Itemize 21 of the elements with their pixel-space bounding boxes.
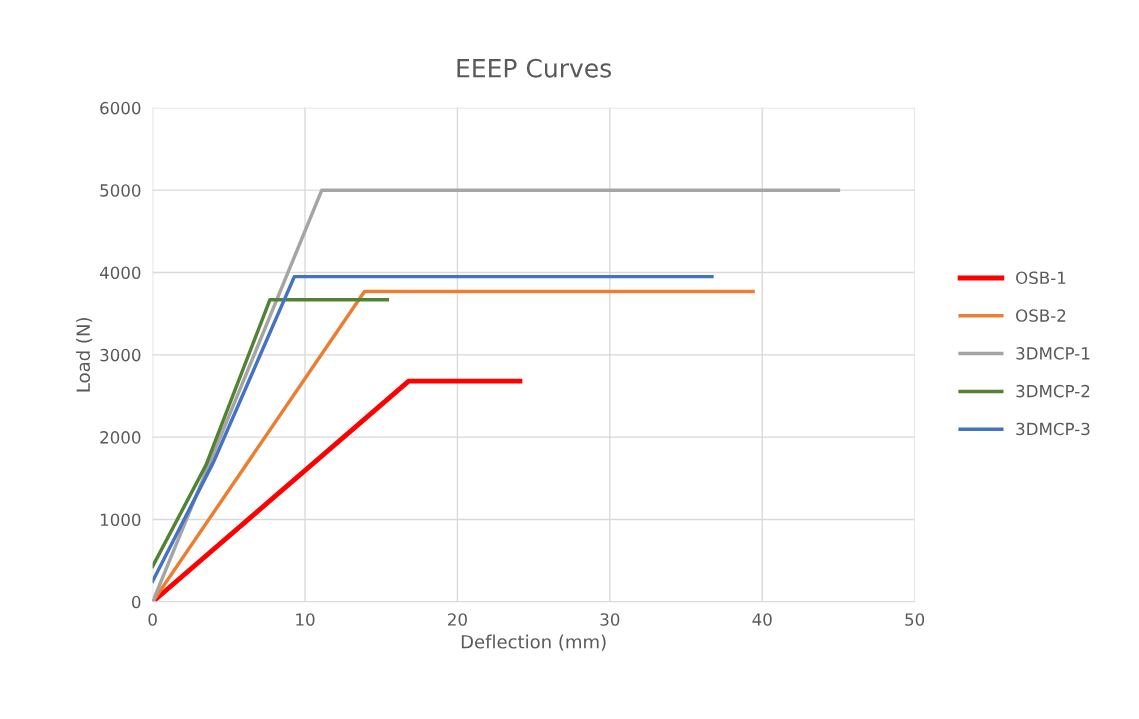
y-tick-label: 0 <box>132 595 141 609</box>
x-axis-title: Deflection (mm) <box>461 634 606 651</box>
y-tick-label: 3000 <box>100 348 141 362</box>
legend-label: 3DMCP-2 <box>1016 384 1090 398</box>
y-tick-label: 1000 <box>100 513 141 527</box>
y-tick-label: 5000 <box>100 184 141 197</box>
y-axis-title: Load (N) <box>76 318 93 392</box>
x-tick-label: 0 <box>148 613 157 626</box>
x-tick-label: 30 <box>600 613 620 626</box>
y-tick-label: 4000 <box>99 266 141 280</box>
legend-label: OSB-1 <box>1016 271 1066 285</box>
legend-label: 3DMCP-3 <box>1016 422 1090 436</box>
y-tick-label: 6000 <box>100 101 141 115</box>
legend-label: 3DMCP-1 <box>1016 347 1090 360</box>
chart-title: EEEP Curves <box>457 58 611 78</box>
x-tick-label: 10 <box>296 613 315 626</box>
legend-label: OSB-2 <box>1016 309 1066 322</box>
x-tick-label: 50 <box>905 613 925 626</box>
x-tick-label: 40 <box>752 613 772 626</box>
x-tick-label: 20 <box>448 613 467 626</box>
y-tick-label: 2000 <box>100 431 141 444</box>
